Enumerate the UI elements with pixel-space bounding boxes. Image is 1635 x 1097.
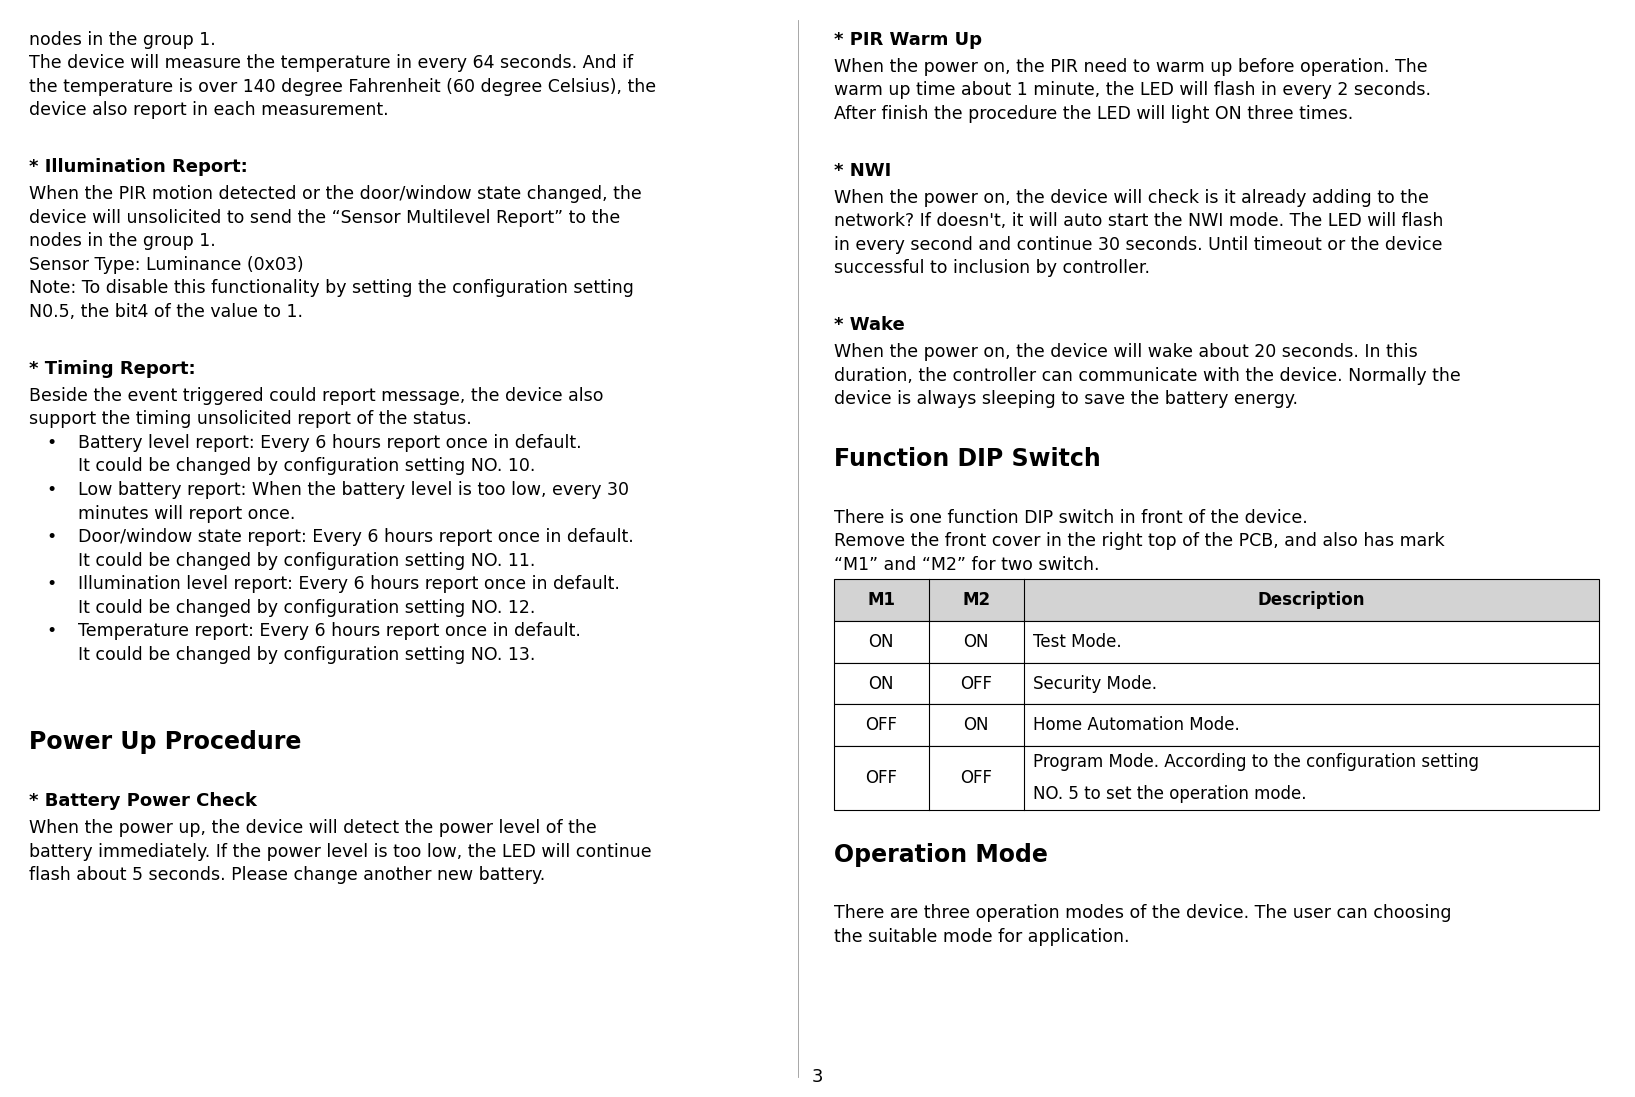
Text: “M1” and “M2” for two switch.: “M1” and “M2” for two switch. (834, 556, 1099, 574)
Text: * Battery Power Check: * Battery Power Check (29, 792, 257, 810)
Text: the suitable mode for application.: the suitable mode for application. (834, 928, 1130, 946)
Text: Security Mode.: Security Mode. (1033, 675, 1158, 692)
Text: •: • (46, 575, 57, 593)
Text: Remove the front cover in the right top of the PCB, and also has mark: Remove the front cover in the right top … (834, 532, 1444, 550)
Text: Function DIP Switch: Function DIP Switch (834, 446, 1100, 471)
Bar (834, 621, 1599, 663)
Text: Note: To disable this functionality by setting the configuration setting: Note: To disable this functionality by s… (29, 280, 634, 297)
Text: ON: ON (963, 633, 989, 651)
Bar (834, 579, 1599, 621)
Text: The device will measure the temperature in every 64 seconds. And if: The device will measure the temperature … (29, 55, 633, 72)
Text: Temperature report: Every 6 hours report once in default.: Temperature report: Every 6 hours report… (78, 622, 582, 641)
Text: warm up time about 1 minute, the LED will flash in every 2 seconds.: warm up time about 1 minute, the LED wil… (834, 81, 1431, 100)
Bar (834, 746, 1599, 810)
Text: nodes in the group 1.: nodes in the group 1. (29, 31, 216, 48)
Text: When the power on, the device will wake about 20 seconds. In this: When the power on, the device will wake … (834, 343, 1418, 361)
Text: in every second and continue 30 seconds. Until timeout or the device: in every second and continue 30 seconds.… (834, 236, 1442, 253)
Text: OFF: OFF (865, 769, 898, 787)
Text: It could be changed by configuration setting NO. 10.: It could be changed by configuration set… (78, 457, 536, 475)
Text: There are three operation modes of the device. The user can choosing: There are three operation modes of the d… (834, 904, 1452, 923)
Text: * Wake: * Wake (834, 316, 904, 333)
Text: ON: ON (868, 633, 894, 651)
Text: OFF: OFF (960, 769, 992, 787)
Text: Operation Mode: Operation Mode (834, 842, 1048, 867)
Text: Sensor Type: Luminance (0x03): Sensor Type: Luminance (0x03) (29, 256, 304, 274)
Text: Low battery report: When the battery level is too low, every 30: Low battery report: When the battery lev… (78, 480, 629, 499)
Text: * PIR Warm Up: * PIR Warm Up (834, 31, 983, 48)
Text: network? If doesn't, it will auto start the NWI mode. The LED will flash: network? If doesn't, it will auto start … (834, 212, 1444, 230)
Text: M1: M1 (867, 591, 896, 609)
Text: device is always sleeping to save the battery energy.: device is always sleeping to save the ba… (834, 391, 1298, 408)
Text: successful to inclusion by controller.: successful to inclusion by controller. (834, 259, 1149, 278)
Text: After finish the procedure the LED will light ON three times.: After finish the procedure the LED will … (834, 105, 1354, 123)
Text: support the timing unsolicited report of the status.: support the timing unsolicited report of… (29, 410, 473, 428)
Text: OFF: OFF (865, 716, 898, 734)
Text: device will unsolicited to send the “Sensor Multilevel Report” to the: device will unsolicited to send the “Sen… (29, 208, 621, 227)
Text: It could be changed by configuration setting NO. 11.: It could be changed by configuration set… (78, 552, 536, 569)
Text: * NWI: * NWI (834, 161, 891, 180)
Text: •: • (46, 528, 57, 546)
Text: N0.5, the bit4 of the value to 1.: N0.5, the bit4 of the value to 1. (29, 303, 304, 321)
Text: Test Mode.: Test Mode. (1033, 633, 1122, 651)
Text: ON: ON (868, 675, 894, 692)
Text: •: • (46, 480, 57, 499)
Text: * Timing Report:: * Timing Report: (29, 360, 196, 377)
Text: ON: ON (963, 716, 989, 734)
Text: Program Mode. According to the configuration setting: Program Mode. According to the configura… (1033, 753, 1480, 771)
Text: * Illumination Report:: * Illumination Report: (29, 158, 249, 176)
Text: Illumination level report: Every 6 hours report once in default.: Illumination level report: Every 6 hours… (78, 575, 620, 593)
Text: Home Automation Mode.: Home Automation Mode. (1033, 716, 1239, 734)
Text: When the power up, the device will detect the power level of the: When the power up, the device will detec… (29, 819, 597, 837)
Text: OFF: OFF (960, 675, 992, 692)
Text: duration, the controller can communicate with the device. Normally the: duration, the controller can communicate… (834, 366, 1460, 385)
Text: flash about 5 seconds. Please change another new battery.: flash about 5 seconds. Please change ano… (29, 867, 546, 884)
Text: Door/window state report: Every 6 hours report once in default.: Door/window state report: Every 6 hours … (78, 528, 634, 546)
Text: It could be changed by configuration setting NO. 12.: It could be changed by configuration set… (78, 599, 536, 617)
Text: There is one function DIP switch in front of the device.: There is one function DIP switch in fron… (834, 509, 1308, 527)
Text: battery immediately. If the power level is too low, the LED will continue: battery immediately. If the power level … (29, 842, 652, 860)
Text: When the PIR motion detected or the door/window state changed, the: When the PIR motion detected or the door… (29, 185, 643, 203)
Bar (834, 704, 1599, 746)
Text: M2: M2 (961, 591, 991, 609)
Text: NO. 5 to set the operation mode.: NO. 5 to set the operation mode. (1033, 784, 1306, 803)
Text: •: • (46, 622, 57, 641)
Text: 3: 3 (811, 1068, 824, 1086)
Text: •: • (46, 433, 57, 452)
Text: When the power on, the PIR need to warm up before operation. The: When the power on, the PIR need to warm … (834, 58, 1427, 76)
Text: nodes in the group 1.: nodes in the group 1. (29, 233, 216, 250)
Text: Power Up Procedure: Power Up Procedure (29, 730, 302, 754)
Text: When the power on, the device will check is it already adding to the: When the power on, the device will check… (834, 189, 1429, 206)
Text: It could be changed by configuration setting NO. 13.: It could be changed by configuration set… (78, 646, 536, 664)
Text: Battery level report: Every 6 hours report once in default.: Battery level report: Every 6 hours repo… (78, 433, 582, 452)
Text: Description: Description (1257, 591, 1365, 609)
Bar (834, 663, 1599, 704)
Text: device also report in each measurement.: device also report in each measurement. (29, 101, 389, 120)
Text: minutes will report once.: minutes will report once. (78, 505, 296, 522)
Text: the temperature is over 140 degree Fahrenheit (60 degree Celsius), the: the temperature is over 140 degree Fahre… (29, 78, 657, 95)
Text: Beside the event triggered could report message, the device also: Beside the event triggered could report … (29, 386, 603, 405)
